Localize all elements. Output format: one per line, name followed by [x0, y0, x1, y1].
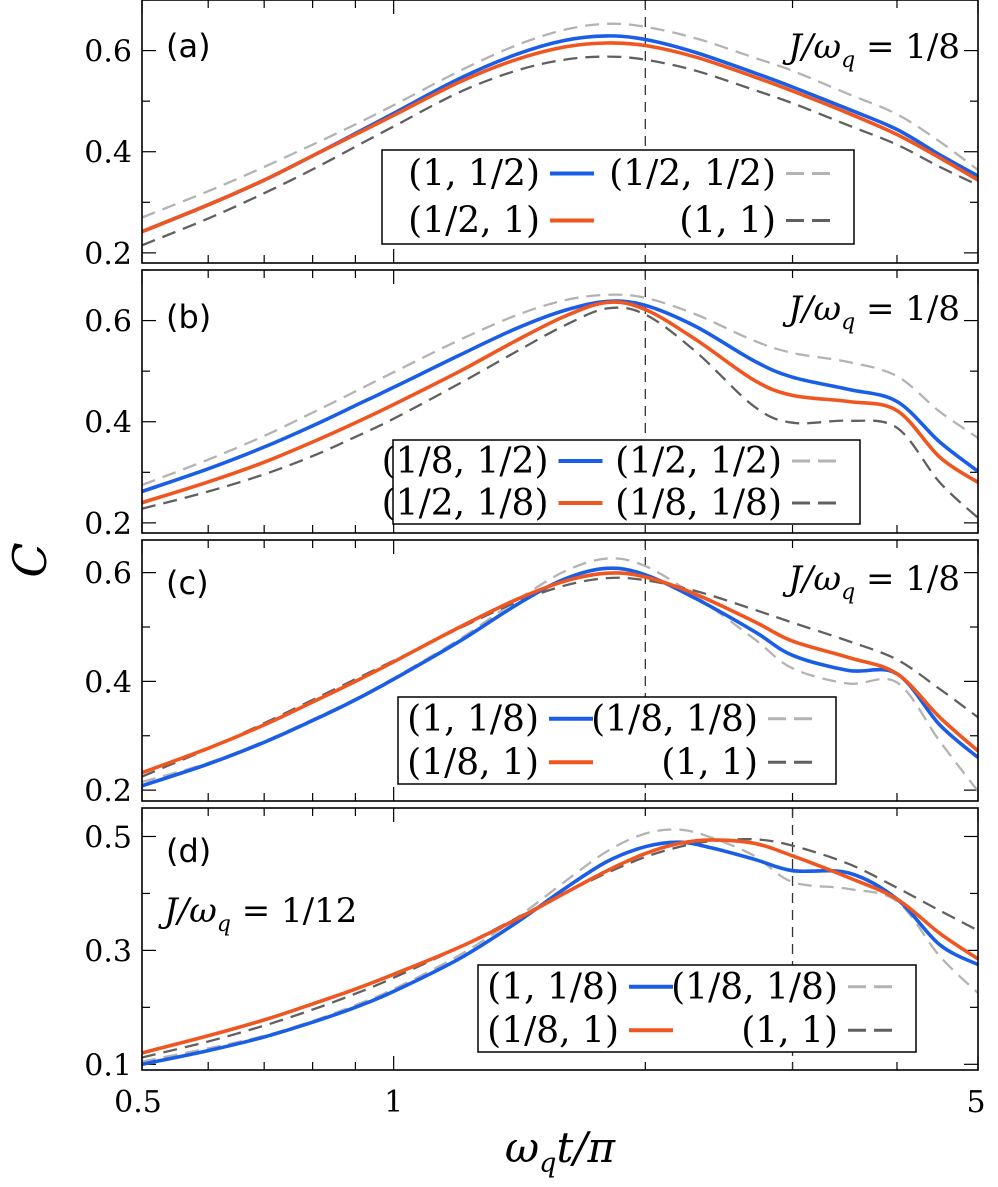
series-line	[142, 41, 978, 234]
legend-label: (1, 1/2)	[408, 154, 540, 195]
x-axis-label-sub: q	[539, 1148, 556, 1179]
legend-box	[397, 696, 837, 785]
series-line	[142, 828, 978, 1063]
legend: (1, 1/2) (1/2, 1/2) (1/2, 1) (1, 1)	[381, 149, 855, 245]
series-line	[142, 293, 978, 487]
legend-label: (1/2, 1/2)	[615, 441, 782, 482]
x-axis-label-main: ω	[505, 1123, 539, 1172]
legend-box	[477, 964, 917, 1053]
coupling-lhs: J/ω	[782, 289, 841, 329]
x-axis-label-tail: t/π	[556, 1123, 616, 1172]
legend-label: (1/8, 1/8)	[671, 967, 838, 1008]
legend-label: (1, 1)	[741, 1010, 838, 1051]
y-tick-label: 0.4	[84, 406, 132, 441]
series-line	[142, 840, 978, 1067]
series-line	[142, 576, 978, 778]
legend-label: (1/8, 1)	[407, 742, 539, 783]
series-line	[142, 299, 978, 494]
coupling-sub: q	[217, 912, 231, 937]
legend-label: (1/2, 1/8)	[382, 483, 549, 524]
y-tick-label: 0.2	[84, 507, 132, 542]
y-tick-label: 0.2	[84, 237, 132, 272]
legend-label: (1/8, 1)	[487, 1010, 619, 1051]
plot-frame	[141, 539, 979, 802]
series-group	[142, 557, 978, 792]
coupling-sub: q	[841, 48, 855, 73]
panel-label: (b)	[166, 298, 211, 336]
panel-label: (c)	[166, 564, 209, 602]
legend-box	[392, 439, 861, 525]
legend-label: (1, 1/8)	[407, 699, 539, 740]
coupling-rhs: = 1/8	[855, 289, 960, 329]
series-line	[142, 55, 978, 247]
legend: (1, 1/8) (1/8, 1/8) (1/8, 1) (1, 1)	[397, 696, 837, 785]
x-axis-label: ωqt/π	[505, 1123, 617, 1179]
series-group	[142, 828, 978, 1067]
coupling-lhs: J/ω	[782, 27, 841, 67]
coupling-label: J/ωq = 1/8	[782, 289, 960, 335]
panel-a: 0.2 0.4 0.6 (a) J/ωq = 1/8 (1, 1/2) (1/2, 1/2)…	[84, 0, 979, 272]
coupling-lhs: J/ω	[158, 891, 217, 931]
y-tick-label: 0.2	[84, 774, 132, 809]
coupling-sub: q	[841, 310, 855, 335]
legend-box	[381, 149, 855, 245]
panel-label: (d)	[166, 832, 211, 870]
coupling-sub: q	[841, 580, 855, 605]
legend-label: (1/2, 1/2)	[609, 154, 776, 195]
series-line	[142, 837, 978, 1059]
coupling-rhs: = 1/8	[855, 27, 960, 67]
panel-c: 0.2 0.4 0.6 (c) J/ωq = 1/8 (1, 1/8) (1/8, 1/8)…	[84, 539, 979, 809]
legend-label: (1, 1)	[661, 742, 758, 783]
series-line	[142, 838, 978, 1055]
series-group	[142, 293, 978, 519]
series-line	[142, 566, 978, 788]
y-tick-label: 0.6	[84, 557, 132, 592]
legend-label: (1, 1)	[679, 201, 776, 242]
legend-label: (1/8, 1/8)	[591, 699, 758, 740]
series-group	[142, 22, 978, 247]
series-line	[142, 22, 978, 219]
coupling-lhs: J/ω	[782, 559, 841, 599]
y-axis-label: C	[3, 542, 57, 577]
y-tick-label: 0.4	[84, 665, 132, 700]
series-line	[142, 306, 978, 519]
plot-frame	[141, 0, 979, 264]
plot-frame	[141, 269, 979, 534]
coupling-label: J/ωq = 1/8	[782, 559, 960, 605]
x-tick-label: 5	[966, 1085, 985, 1120]
series-line	[142, 300, 978, 505]
y-tick-label: 0.5	[84, 820, 132, 855]
panel-label: (a)	[166, 27, 211, 65]
y-tick-label: 0.1	[84, 1048, 132, 1083]
y-tick-label: 0.3	[84, 934, 132, 969]
x-tick-labels: 0.5 1 5	[114, 1085, 985, 1120]
x-tick-label: 0.5	[114, 1085, 162, 1120]
legend-label: (1, 1/8)	[487, 967, 619, 1008]
coupling-rhs: = 1/8	[855, 559, 960, 599]
series-line	[142, 571, 978, 775]
plot-frame	[141, 807, 979, 1071]
y-tick-label: 0.6	[84, 35, 132, 70]
y-tick-label: 0.6	[84, 305, 132, 340]
legend-label: (1/8, 1/2)	[382, 441, 549, 482]
panel-b: 0.20.40.6 (b) J/ωq = 1/8(1/8, 1/2) (1/2, 1/…	[84, 269, 979, 542]
svg-text:ωqt/π: ωqt/π	[505, 1123, 617, 1179]
panels: 0.20.40.6 (a) J/ωq = 1/8(1, 1/2) (1/2, 1/2)…	[84, 0, 986, 1120]
x-tick-label: 1	[384, 1085, 403, 1120]
legend: (1, 1/8) (1/8, 1/8) (1/8, 1) (1, 1)	[477, 964, 917, 1053]
y-tick-label: 0.4	[84, 136, 132, 171]
coupling-rhs: = 1/12	[231, 891, 357, 931]
coupling-label: J/ωq = 1/12	[158, 891, 357, 937]
coupling-label: J/ωq = 1/8	[782, 27, 960, 73]
legend-label: (1/8, 1/8)	[615, 483, 782, 524]
legend-label: (1/2, 1)	[408, 201, 540, 242]
panel-d: 0.1 0.3 0.5 (d) J/ωq = 1/12 (1, 1/8) (1/8, 1/8…	[84, 807, 979, 1083]
legend: (1/8, 1/2) (1/2, 1/2) (1/2, 1/8) (1/8, 1/8)	[382, 439, 861, 525]
